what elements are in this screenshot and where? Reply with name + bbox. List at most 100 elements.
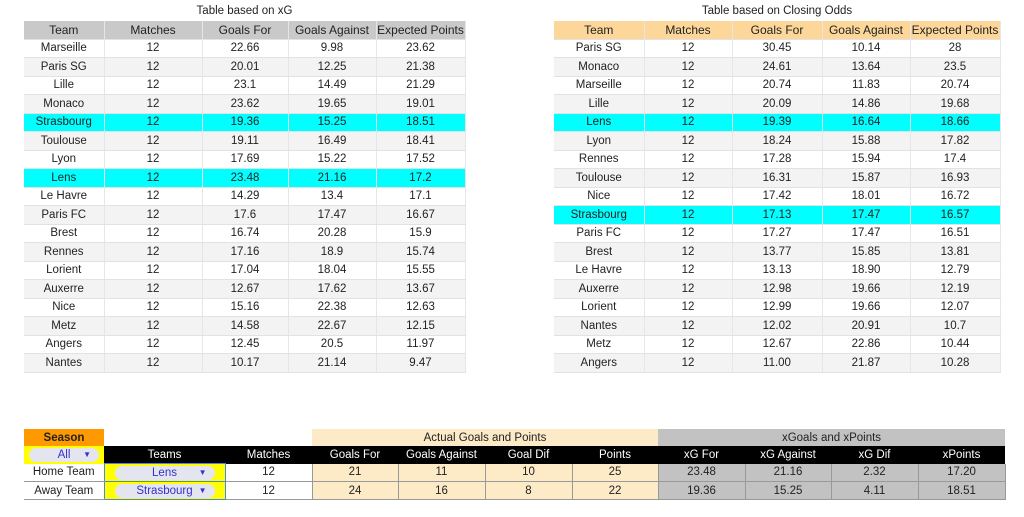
table-row: Nice 12 17.42 18.01 16.72 bbox=[554, 187, 1001, 206]
value-cell: 12 bbox=[644, 353, 733, 373]
value-cell: 12 bbox=[104, 335, 203, 354]
value-cell: 23.62 bbox=[376, 39, 466, 58]
value-cell: 17.42 bbox=[732, 187, 823, 206]
team-dropdown[interactable]: Strasbourg ▼ bbox=[103, 481, 226, 500]
value-cell: 12 bbox=[644, 205, 733, 225]
value-cell: 15.74 bbox=[376, 242, 466, 262]
team-select[interactable]: Lens ▼ bbox=[114, 465, 215, 480]
value-cell: 12 bbox=[644, 261, 733, 280]
value-cell: 12 bbox=[644, 187, 733, 206]
value-cell: 21.14 bbox=[288, 353, 377, 373]
column-header: Matches bbox=[644, 21, 733, 40]
team-cell: Auxerre bbox=[24, 279, 105, 299]
value-cell: 14.58 bbox=[202, 316, 289, 336]
value-cell: 16.57 bbox=[910, 205, 1001, 225]
value-cell: 20.01 bbox=[202, 57, 289, 77]
table-row: Nantes 12 12.02 20.91 10.7 bbox=[554, 316, 1001, 336]
value-cell: 16.31 bbox=[732, 168, 823, 188]
value-cell: 21 bbox=[312, 463, 399, 482]
value-cell: 14.29 bbox=[202, 187, 289, 206]
value-cell: 21.38 bbox=[376, 57, 466, 77]
row-label: Home Team bbox=[24, 463, 104, 482]
value-cell: 19.66 bbox=[822, 298, 911, 317]
value-cell: 23.5 bbox=[910, 57, 1001, 77]
team-cell: Angers bbox=[24, 335, 105, 354]
value-cell: 24.61 bbox=[732, 57, 823, 77]
value-cell: 8 bbox=[485, 481, 573, 500]
xg-group-header: xGoals and xPoints bbox=[658, 429, 1005, 446]
value-cell: 13.64 bbox=[822, 57, 911, 77]
table-row: Brest 12 13.77 15.85 13.81 bbox=[554, 242, 1001, 262]
value-cell: 16.74 bbox=[202, 224, 289, 243]
table-row: Paris FC 12 17.27 17.47 16.51 bbox=[554, 224, 1001, 243]
team-cell: Toulouse bbox=[24, 131, 105, 151]
value-cell: 12 bbox=[104, 94, 203, 114]
value-cell: 19.68 bbox=[910, 94, 1001, 114]
value-cell: 11.97 bbox=[376, 335, 466, 354]
header-xpoints: xPoints bbox=[918, 446, 1005, 464]
team-cell: Angers bbox=[554, 353, 645, 373]
value-cell: 18.51 bbox=[918, 481, 1006, 500]
value-cell: 10.28 bbox=[910, 353, 1001, 373]
team-cell: Lorient bbox=[554, 298, 645, 317]
value-cell: 12.67 bbox=[202, 279, 289, 299]
value-cell: 20.28 bbox=[288, 224, 377, 243]
value-cell: 21.16 bbox=[745, 463, 832, 482]
table-row: Strasbourg 12 17.13 17.47 16.57 bbox=[554, 205, 1001, 225]
team-dropdown[interactable]: Lens ▼ bbox=[103, 463, 226, 482]
value-cell: 17.27 bbox=[732, 224, 823, 243]
value-cell: 17.2 bbox=[376, 168, 466, 188]
team-select[interactable]: Strasbourg ▼ bbox=[114, 483, 215, 498]
table-row: Metz 12 14.58 22.67 12.15 bbox=[24, 316, 466, 336]
team-cell: Toulouse bbox=[554, 168, 645, 188]
value-cell: 12.67 bbox=[732, 335, 823, 354]
value-cell: 12 bbox=[104, 316, 203, 336]
table-row: Paris SG 12 20.01 12.25 21.38 bbox=[24, 57, 466, 77]
value-cell: 15.25 bbox=[288, 113, 377, 132]
team-cell: Nantes bbox=[24, 353, 105, 373]
team-cell: Marseille bbox=[554, 76, 645, 95]
team-cell: Lyon bbox=[554, 131, 645, 151]
team-cell: Nice bbox=[554, 187, 645, 206]
table-row: Metz 12 12.67 22.86 10.44 bbox=[554, 335, 1001, 354]
season-dropdown[interactable]: All ▼ bbox=[24, 446, 104, 464]
season-label: Season bbox=[24, 429, 104, 446]
header-goal-dif: Goal Dif bbox=[485, 446, 572, 464]
column-header: Expected Points bbox=[910, 21, 1001, 40]
table-row: Angers 12 11.00 21.87 10.28 bbox=[554, 353, 1001, 373]
value-cell: 2.32 bbox=[831, 463, 919, 482]
value-cell: 12 bbox=[644, 242, 733, 262]
value-cell: 17.20 bbox=[918, 463, 1006, 482]
value-cell: 12 bbox=[644, 150, 733, 169]
table-row: Strasbourg 12 19.36 15.25 18.51 bbox=[24, 113, 466, 132]
value-cell: 15.85 bbox=[822, 242, 911, 262]
value-cell: 4.11 bbox=[831, 481, 919, 500]
table-row: Rennes 12 17.16 18.9 15.74 bbox=[24, 242, 466, 262]
team-cell: Monaco bbox=[554, 57, 645, 77]
value-cell: 19.36 bbox=[202, 113, 289, 132]
team-cell: Metz bbox=[24, 316, 105, 336]
value-cell: 12 bbox=[104, 168, 203, 188]
value-cell: 17.62 bbox=[288, 279, 377, 299]
table-row: Nice 12 15.16 22.38 12.63 bbox=[24, 298, 466, 317]
table-row: Toulouse 12 16.31 15.87 16.93 bbox=[554, 168, 1001, 188]
team-cell: Le Havre bbox=[554, 261, 645, 280]
team-cell: Le Havre bbox=[24, 187, 105, 206]
header-xg-for: xG For bbox=[658, 446, 745, 464]
value-cell: 20.5 bbox=[288, 335, 377, 354]
value-cell: 30.45 bbox=[732, 39, 823, 58]
value-cell: 15.22 bbox=[288, 150, 377, 169]
value-cell: 22 bbox=[572, 481, 659, 500]
value-cell: 23.62 bbox=[202, 94, 289, 114]
table-row: Auxerre 12 12.67 17.62 13.67 bbox=[24, 279, 466, 299]
value-cell: 16.93 bbox=[910, 168, 1001, 188]
dropdown-arrow-icon: ▼ bbox=[198, 485, 207, 495]
table-row: Monaco 12 23.62 19.65 19.01 bbox=[24, 94, 466, 114]
value-cell: 12 bbox=[644, 131, 733, 151]
value-cell: 12 bbox=[644, 57, 733, 77]
value-cell: 13.77 bbox=[732, 242, 823, 262]
value-cell: 13.13 bbox=[732, 261, 823, 280]
value-cell: 22.86 bbox=[822, 335, 911, 354]
column-header: Goals Against bbox=[822, 21, 911, 40]
team-cell: Auxerre bbox=[554, 279, 645, 299]
